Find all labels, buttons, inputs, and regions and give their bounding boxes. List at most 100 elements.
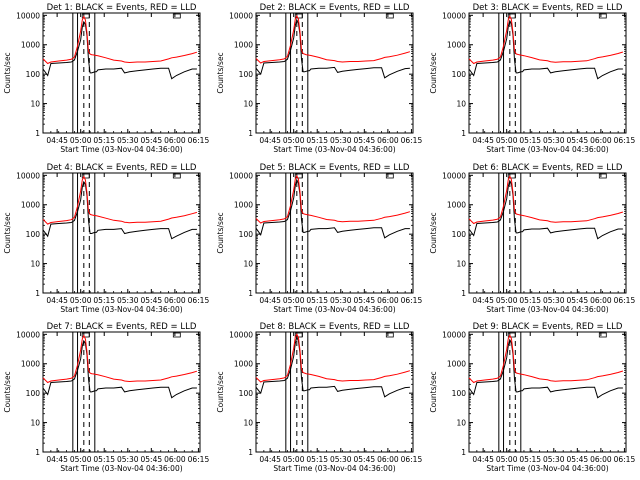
y-tick-label: 1 — [35, 289, 40, 298]
detector-plot-8: Det 8: BLACK = Events, RED = LLD 1 10 100 10… — [216, 322, 422, 473]
series-line-lld — [468, 334, 624, 384]
x-tick-label: 05:15 — [306, 296, 328, 305]
y-axis-label: Counts/sec — [429, 371, 438, 412]
series-line-events — [468, 19, 623, 80]
y-tick-label: 1000 — [447, 360, 466, 369]
y-tick-label: 10000 — [16, 11, 40, 20]
attenuator-state-marker — [81, 13, 90, 19]
x-tick-label: 05:15 — [93, 136, 115, 145]
x-tick-label: 06:15 — [401, 136, 423, 145]
y-tick-label: 1 — [35, 448, 40, 457]
x-tick-label: 05:00 — [496, 455, 518, 464]
x-tick-label: 05:15 — [519, 455, 541, 464]
x-tick-label: 06:00 — [164, 455, 186, 464]
y-tick-label: 10000 — [442, 11, 466, 20]
x-tick-label: 05:45 — [567, 136, 589, 145]
x-tick-label: 05:30 — [543, 136, 565, 145]
x-tick-label: 05:45 — [354, 136, 376, 145]
y-axis-label: Counts/sec — [216, 371, 225, 412]
x-tick-label: 06:00 — [377, 136, 399, 145]
x-tick-label: 06:00 — [164, 136, 186, 145]
y-tick-label: 100 — [452, 389, 467, 398]
x-tick-label: 05:30 — [117, 455, 139, 464]
y-tick-label: 1000 — [447, 41, 466, 50]
attenuator-state-marker — [172, 332, 181, 338]
y-tick-label: 10000 — [442, 330, 466, 339]
y-tick-label: 10 — [456, 100, 466, 109]
x-tick-label: 05:45 — [354, 296, 376, 305]
y-tick-label: 100 — [452, 70, 467, 79]
detector-plot-1: Det 1: BLACK = Events, RED = LLD 1 10 100 10… — [3, 3, 209, 154]
y-tick-label: 10 — [30, 419, 40, 428]
plot-frame — [42, 12, 201, 134]
x-tick-label: 05:30 — [330, 455, 352, 464]
x-tick-label: 06:00 — [377, 296, 399, 305]
y-axis-label: Counts/sec — [429, 52, 438, 93]
detector-plot-6: Det 6: BLACK = Events, RED = LLD 1 10 100 10… — [429, 163, 635, 314]
x-tick-label: 06:15 — [614, 136, 636, 145]
attenuator-state-marker — [294, 13, 303, 19]
detector-plot-2: Det 2: BLACK = Events, RED = LLD 1 10 100 10… — [216, 3, 422, 154]
y-tick-label: 10 — [243, 419, 253, 428]
series-line-events — [255, 18, 410, 79]
detector-plot-7: Det 7: BLACK = Events, RED = LLD 1 10 100 10… — [3, 322, 209, 473]
y-tick-label: 10 — [30, 260, 40, 269]
attenuator-state-marker — [598, 173, 607, 179]
attenuator-state-marker — [598, 13, 607, 19]
x-tick-label: 05:30 — [330, 136, 352, 145]
x-tick-label: 04:45 — [46, 136, 68, 145]
series-line-lld — [42, 334, 198, 384]
y-tick-label: 1 — [248, 129, 253, 138]
x-tick-label: 05:45 — [141, 136, 163, 145]
plot-title: Det 6: BLACK = Events, RED = LLD — [473, 163, 623, 173]
attenuator-state-marker — [294, 173, 303, 179]
series-line-events — [42, 20, 197, 80]
series-line-events — [42, 180, 197, 240]
y-tick-label: 100 — [26, 389, 41, 398]
y-tick-label: 1 — [461, 129, 466, 138]
x-tick-label: 05:00 — [70, 455, 92, 464]
x-axis-label: Start Time (03-Nov-04 04:36:00) — [60, 145, 182, 154]
y-tick-label: 10000 — [442, 171, 466, 180]
x-tick-label: 06:00 — [377, 455, 399, 464]
x-tick-label: 05:00 — [70, 136, 92, 145]
x-tick-label: 05:45 — [567, 455, 589, 464]
attenuator-state-marker — [507, 173, 516, 179]
y-axis-label: Counts/sec — [3, 212, 12, 253]
attenuator-state-marker — [172, 13, 181, 19]
plot-title: Det 9: BLACK = Events, RED = LLD — [473, 322, 623, 332]
attenuator-state-marker — [385, 13, 394, 19]
y-tick-label: 1 — [35, 129, 40, 138]
x-tick-label: 05:15 — [519, 296, 541, 305]
x-tick-label: 05:00 — [496, 136, 518, 145]
attenuator-state-marker — [385, 332, 394, 338]
x-tick-label: 04:45 — [259, 136, 281, 145]
x-tick-label: 06:15 — [188, 296, 210, 305]
y-tick-label: 1000 — [21, 360, 40, 369]
detector-plot-4: Det 4: BLACK = Events, RED = LLD 1 10 100 10… — [3, 163, 209, 314]
x-tick-label: 05:15 — [519, 136, 541, 145]
detector-plot-5: Det 5: BLACK = Events, RED = LLD 1 10 100 10… — [216, 163, 422, 314]
plot-frame — [255, 172, 414, 294]
y-tick-label: 1000 — [234, 201, 253, 210]
x-tick-label: 06:00 — [590, 296, 612, 305]
y-tick-label: 100 — [239, 389, 254, 398]
x-tick-label: 05:45 — [567, 296, 589, 305]
x-tick-label: 05:00 — [283, 455, 305, 464]
x-tick-label: 05:00 — [70, 296, 92, 305]
x-tick-label: 05:30 — [543, 296, 565, 305]
y-tick-label: 100 — [26, 70, 41, 79]
x-tick-label: 04:45 — [472, 296, 494, 305]
x-tick-label: 06:00 — [164, 296, 186, 305]
series-line-lld — [255, 174, 411, 224]
x-tick-label: 04:45 — [259, 296, 281, 305]
plot-title: Det 8: BLACK = Events, RED = LLD — [260, 322, 410, 332]
attenuator-state-marker — [598, 332, 607, 338]
x-tick-label: 05:30 — [117, 136, 139, 145]
series-line-events — [255, 178, 410, 239]
series-line-events — [42, 339, 197, 399]
y-tick-label: 100 — [452, 230, 467, 239]
plot-title: Det 3: BLACK = Events, RED = LLD — [473, 3, 623, 13]
series-line-events — [468, 338, 623, 399]
x-axis-label: Start Time (03-Nov-04 04:36:00) — [273, 145, 395, 154]
